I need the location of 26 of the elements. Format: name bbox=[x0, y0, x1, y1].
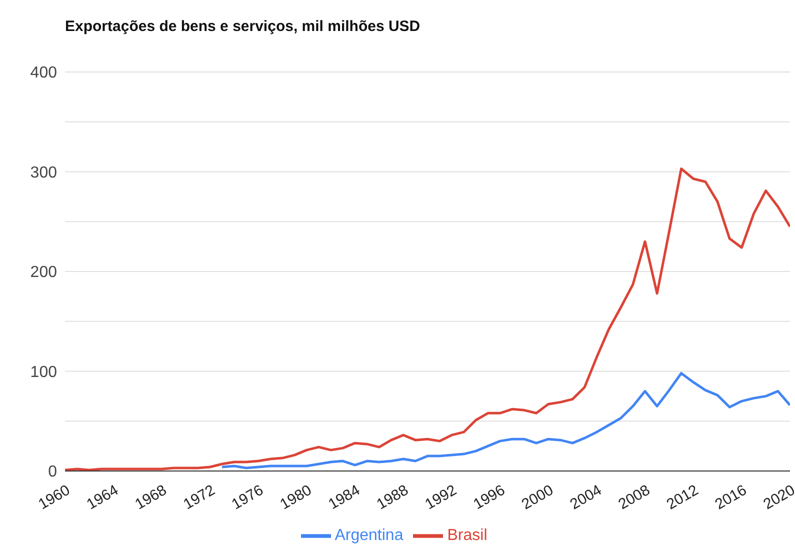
x-tick-label: 2016 bbox=[712, 482, 750, 514]
y-tick-label: 0 bbox=[48, 464, 58, 481]
x-tick-label: 1988 bbox=[374, 482, 412, 514]
x-tick-label: 1984 bbox=[326, 482, 363, 514]
x-tick-label: 2004 bbox=[567, 482, 605, 514]
x-tick-label: 2000 bbox=[518, 482, 556, 514]
x-tick-label: 1960 bbox=[36, 482, 73, 514]
x-tick-label: 1996 bbox=[470, 482, 508, 514]
x-tick-label: 2020 bbox=[760, 482, 795, 514]
x-tick-label: 1968 bbox=[132, 482, 170, 514]
line-series bbox=[220, 372, 790, 470]
y-tick-label: 100 bbox=[30, 364, 58, 381]
legend-label: Argentina bbox=[334, 527, 404, 544]
line-series bbox=[65, 168, 790, 471]
x-tick-label: 2012 bbox=[664, 482, 702, 514]
y-tick-label: 200 bbox=[30, 264, 58, 282]
x-tick-label: 1976 bbox=[228, 482, 266, 514]
x-tick-label: 1992 bbox=[422, 482, 460, 514]
x-tick-label: 1980 bbox=[277, 482, 315, 514]
y-tick-label: 300 bbox=[30, 164, 58, 182]
x-tick-label: 2008 bbox=[616, 482, 653, 514]
x-tick-label: 1964 bbox=[84, 482, 122, 514]
chart-title: Exportações de bens e serviços, mil milhões USD bbox=[64, 17, 422, 37]
legend-label: Brasil bbox=[447, 527, 488, 544]
y-tick-label: 400 bbox=[30, 64, 58, 82]
x-tick-label: 1972 bbox=[180, 482, 218, 514]
